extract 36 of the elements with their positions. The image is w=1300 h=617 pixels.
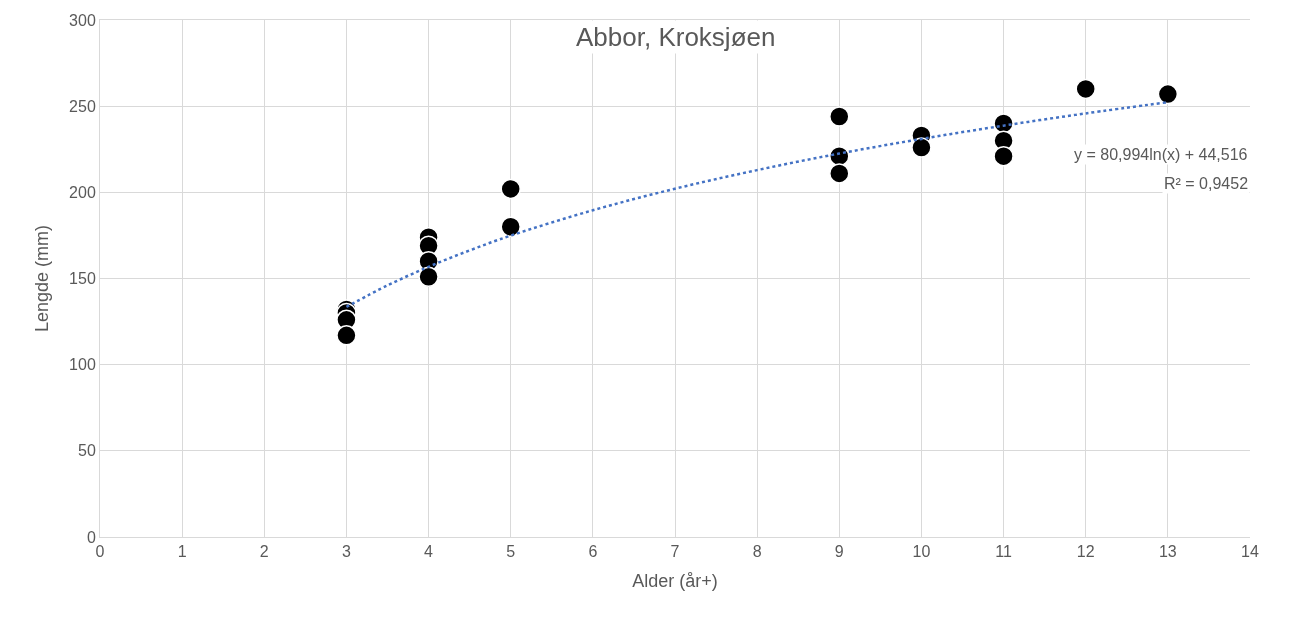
x-axis-title: Alder (år+) [632,571,718,592]
x-tick-label: 8 [752,543,762,561]
y-tick-label: 250 [69,97,96,115]
x-tick-label: 13 [1158,543,1177,561]
x-tick-label: 11 [995,543,1012,561]
x-tick-label: 2 [259,543,269,561]
y-tick-label: 0 [86,528,96,546]
point [336,325,357,346]
annotation: R² = 0,9452 [1164,175,1249,192]
x-tick-label: 3 [341,543,351,561]
x-tick-label: 7 [670,543,680,561]
point [418,266,439,288]
y-tick-label: 150 [69,270,96,288]
annotation: y = 80,994ln(x) + 44,516 [1074,146,1248,163]
y-tick-label: 200 [69,183,96,201]
x-tick-label: 4 [424,543,434,561]
point [1157,83,1179,105]
x-tick-label: 1 [177,543,187,561]
x-tick-label: 10 [912,543,931,561]
y-tick-label: 300 [69,11,96,29]
point [500,178,521,200]
point [829,106,850,127]
y-tick-label: 50 [78,442,96,460]
chart-title: Abbor, Kroksjøen [576,22,776,52]
point [911,137,932,158]
point [1075,78,1096,100]
y-axis-title: Lengde (mm) [32,224,53,333]
x-tick-label: 14 [1241,543,1259,561]
y-tick-label: 100 [69,356,96,374]
point [500,216,521,238]
x-tick-label: 9 [834,543,844,561]
x-tick-label: 6 [588,543,598,561]
point [829,163,850,184]
x-tick-label: 12 [1076,543,1095,561]
point [993,145,1014,167]
x-tick-label: 5 [506,543,516,561]
